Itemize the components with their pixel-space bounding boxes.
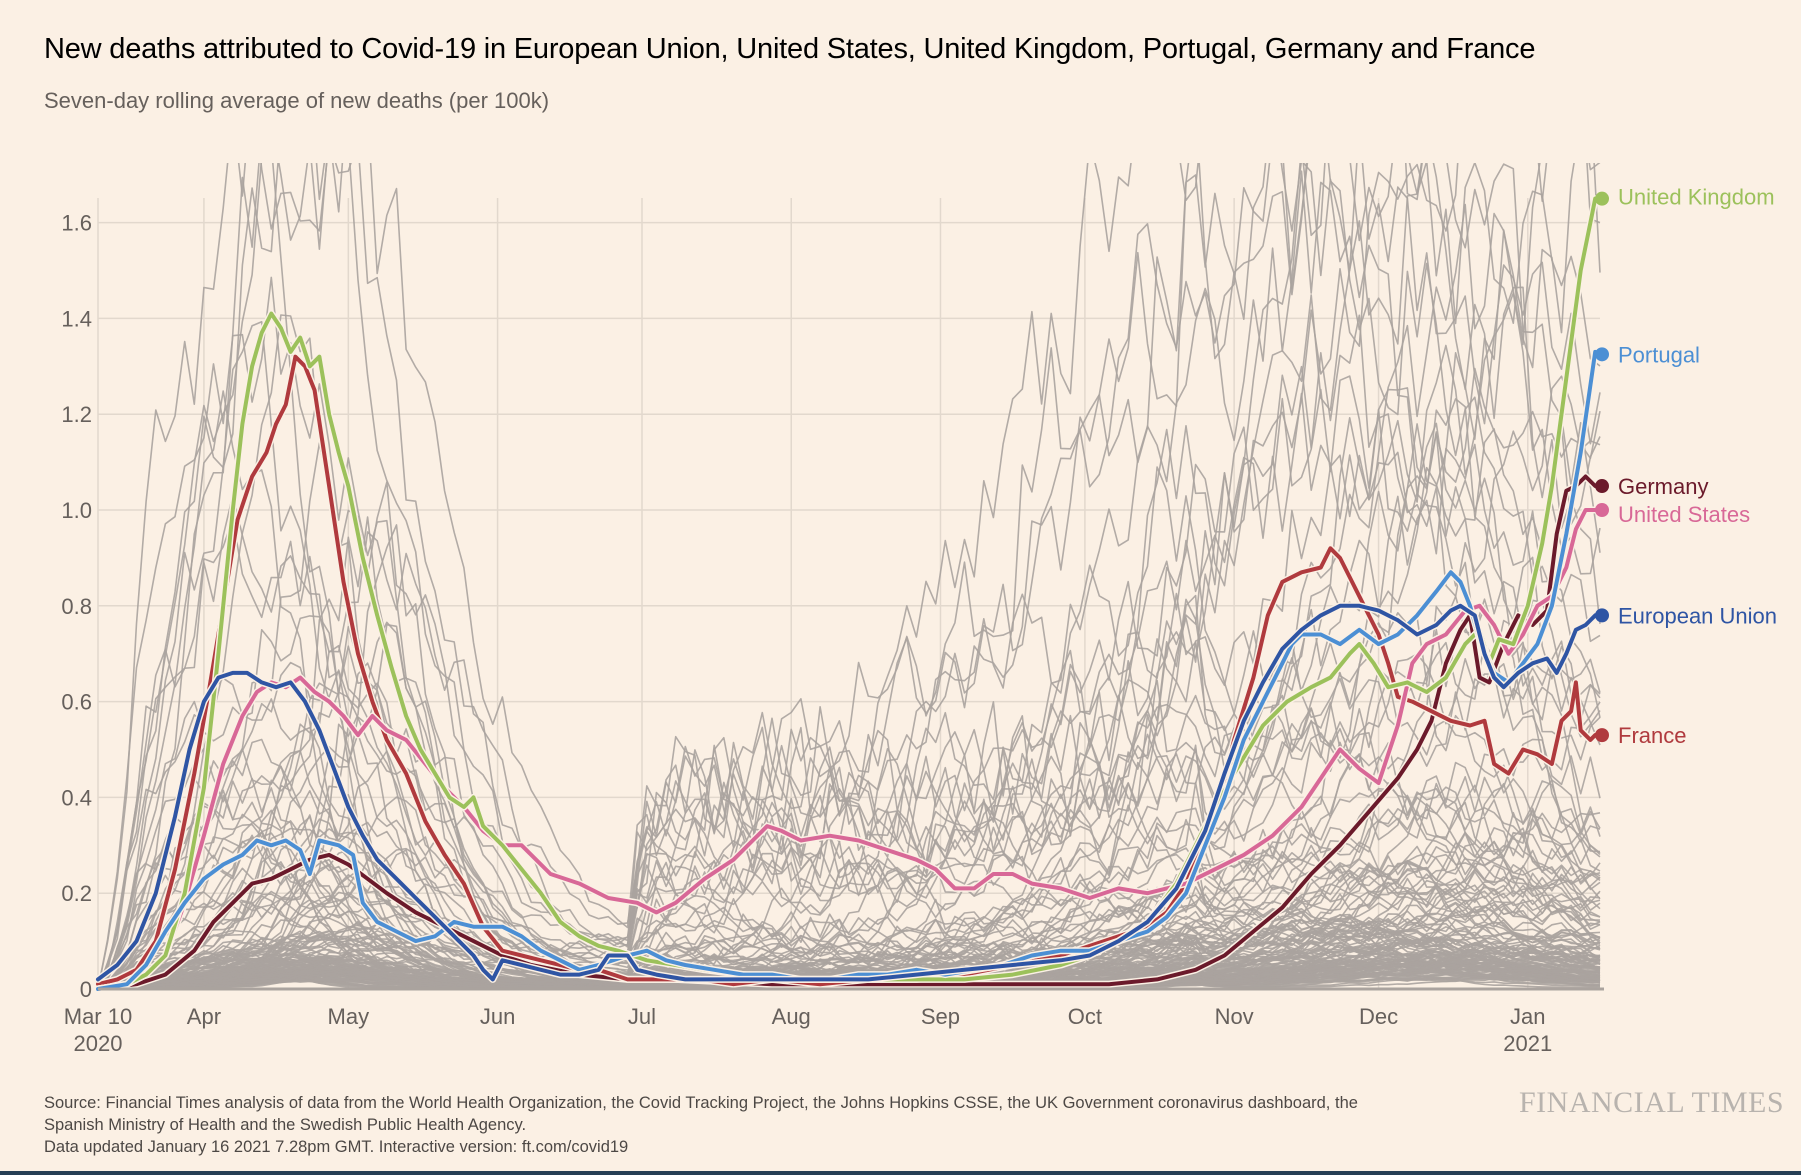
x-tick-label: Jul xyxy=(628,1004,656,1029)
x-tick-label: Apr xyxy=(187,1004,221,1029)
highlighted-series xyxy=(94,195,1599,993)
series-labels: Germany France United States United Kingdom… xyxy=(1595,185,1777,748)
financial-times-logo: FINANCIAL TIMES xyxy=(1519,1086,1785,1119)
series-end-marker xyxy=(1595,503,1609,517)
background-country-line xyxy=(97,163,1601,990)
x-tick-year-label: 2021 xyxy=(1503,1031,1552,1056)
x-tick-label: Jun xyxy=(480,1004,515,1029)
y-tick-label: 1.6 xyxy=(61,211,92,236)
background-country-line xyxy=(97,314,1601,990)
series-label: European Union xyxy=(1618,603,1777,628)
x-tick-label: Dec xyxy=(1359,1004,1398,1029)
y-tick-label: 1.2 xyxy=(61,402,92,427)
series-end-marker xyxy=(1595,608,1609,623)
series-end-marker xyxy=(1595,728,1609,743)
data-updated-note: Data updated January 16 2021 7.28pm GMT.… xyxy=(44,1138,629,1156)
background-country-line xyxy=(97,837,1601,990)
source-line-2: Spanish Ministry of Health and the Swedi… xyxy=(44,1116,527,1134)
y-tick-label: 1.4 xyxy=(61,306,92,331)
background-country-line xyxy=(97,926,1601,990)
y-tick-label: 0 xyxy=(80,977,92,1002)
background-country-line xyxy=(97,891,1601,990)
chart-title: New deaths attributed to Covid-19 in Eur… xyxy=(44,33,1536,65)
series-line-france xyxy=(96,354,1598,987)
x-tick-label: Mar 10 xyxy=(64,1004,132,1029)
background-country-line xyxy=(97,392,1601,990)
x-tick-label: Nov xyxy=(1215,1004,1254,1029)
series-label: United Kingdom xyxy=(1618,185,1775,210)
background-country-line xyxy=(97,611,1601,990)
background-country-line xyxy=(97,910,1601,990)
series-label: Germany xyxy=(1618,474,1708,499)
background-country-line xyxy=(97,466,1601,990)
background-country-line xyxy=(97,163,1601,990)
y-tick-label: 0.2 xyxy=(61,881,92,906)
chart-subtitle: Seven-day rolling average of new deaths … xyxy=(44,88,550,113)
series-label: Portugal xyxy=(1618,342,1700,367)
background-country-line xyxy=(97,163,1601,990)
y-tick-label: 1.0 xyxy=(61,498,92,523)
x-tick-label: Oct xyxy=(1068,1004,1102,1029)
background-country-line xyxy=(97,375,1601,990)
series-label: United States xyxy=(1618,502,1750,527)
x-tick-label: Jan xyxy=(1510,1004,1545,1029)
background-country-line xyxy=(97,163,1601,990)
x-tick-label: May xyxy=(328,1004,370,1029)
series-end-marker xyxy=(1595,191,1609,206)
series-line-portugal xyxy=(96,349,1598,991)
series-line-united-states xyxy=(96,508,1598,991)
background-country-line xyxy=(97,398,1601,990)
series-end-marker xyxy=(1595,347,1609,362)
series-line-germany xyxy=(96,474,1598,991)
background-country-line xyxy=(97,344,1601,990)
series-line-european-union xyxy=(96,603,1598,982)
background-country-line xyxy=(97,834,1600,990)
source-line-1: Source: Financial Times analysis of data… xyxy=(44,1094,1358,1112)
x-tick-label: Aug xyxy=(772,1004,811,1029)
y-tick-label: 0.6 xyxy=(61,690,92,715)
x-tick-label: Sep xyxy=(921,1004,960,1029)
background-country-line xyxy=(97,163,1601,990)
series-label: France xyxy=(1618,723,1686,748)
y-tick-label: 0.8 xyxy=(61,594,92,619)
bottom-bar xyxy=(0,1171,1801,1175)
source-note: Source: Financial Times analysis of data… xyxy=(44,1092,1484,1158)
x-tick-year-label: 2020 xyxy=(74,1031,123,1056)
background-country-line xyxy=(97,261,1601,990)
background-country-line xyxy=(97,375,1601,990)
y-tick-label: 0.4 xyxy=(61,785,92,810)
series-end-marker xyxy=(1595,479,1609,494)
